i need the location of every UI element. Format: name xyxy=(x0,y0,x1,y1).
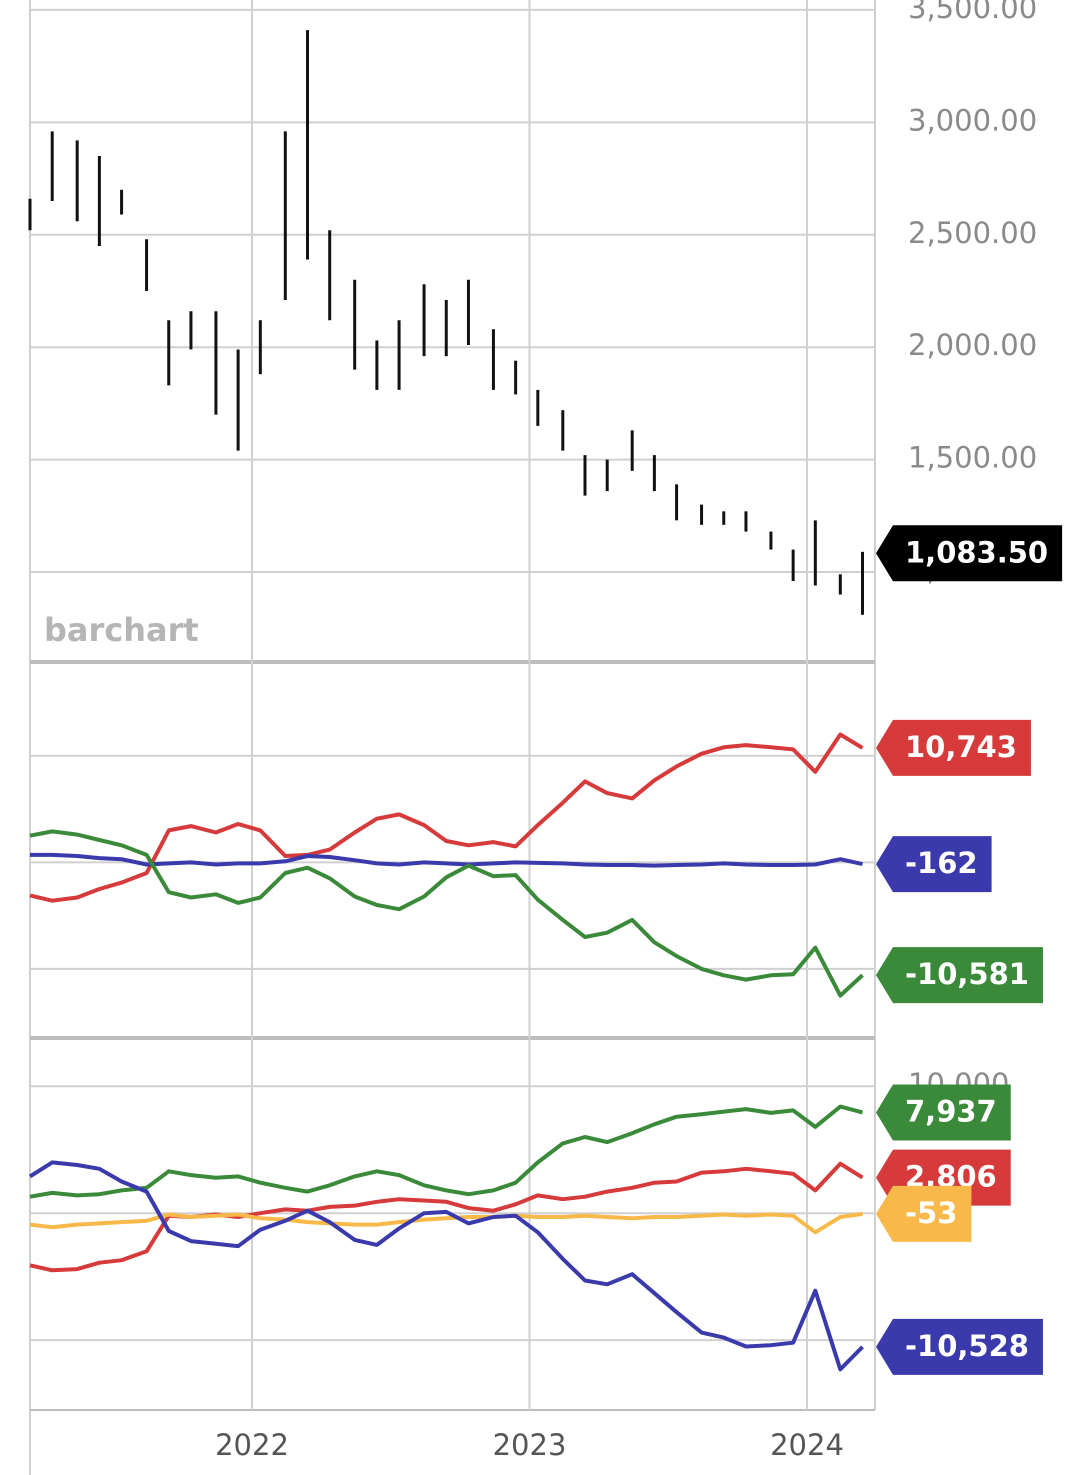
watermark: barchart xyxy=(44,611,199,649)
value-tag-label: 10,743 xyxy=(905,730,1017,764)
value-tag-box xyxy=(876,1318,1043,1375)
value-tag: 10,743 xyxy=(876,719,1031,776)
value-tag-label: -10,581 xyxy=(905,957,1029,991)
x-tick-label: 2024 xyxy=(770,1428,844,1462)
series-line xyxy=(28,1160,864,1372)
grid xyxy=(30,0,875,1410)
value-tag-box xyxy=(876,1185,972,1242)
value-tag: -162 xyxy=(876,836,992,893)
tags: 1,083.5010,743-162-10,5817,9372,806-53-1… xyxy=(876,525,1063,1375)
value-tag-box xyxy=(876,836,992,893)
x-tick-label: 2023 xyxy=(493,1428,567,1462)
x-tick-label: 2022 xyxy=(215,1428,289,1462)
value-tag-label: 1,083.50 xyxy=(905,535,1048,569)
data xyxy=(28,30,865,1372)
y-tick-label: 2,000.00 xyxy=(908,328,1037,362)
series-line xyxy=(29,732,864,903)
value-tag-label: -10,528 xyxy=(905,1329,1029,1363)
series-line xyxy=(29,1211,863,1235)
value-tag: 7,937 xyxy=(876,1084,1011,1141)
value-tag: -10,528 xyxy=(876,1318,1043,1375)
value-tag-label: -162 xyxy=(905,846,978,880)
y-tick-label: 3,000.00 xyxy=(908,103,1037,137)
series-line xyxy=(29,1104,864,1199)
value-tag-box xyxy=(876,947,1043,1004)
y-tick-label: 1,500.00 xyxy=(908,441,1037,475)
series-line xyxy=(29,829,864,998)
y-tick-label: 2,500.00 xyxy=(908,216,1037,250)
series-line xyxy=(30,852,863,868)
value-tag-label: -53 xyxy=(905,1196,957,1230)
value-tag-box xyxy=(876,1084,1011,1141)
value-tag: -53 xyxy=(876,1185,972,1242)
value-tag: 1,083.50 xyxy=(876,525,1063,582)
value-tag-box xyxy=(876,719,1031,776)
y-tick-label: 3,500.00 xyxy=(908,0,1037,25)
value-tag-box xyxy=(876,525,1063,582)
value-tag-label: 7,937 xyxy=(905,1094,997,1128)
value-tag: -10,581 xyxy=(876,947,1043,1004)
